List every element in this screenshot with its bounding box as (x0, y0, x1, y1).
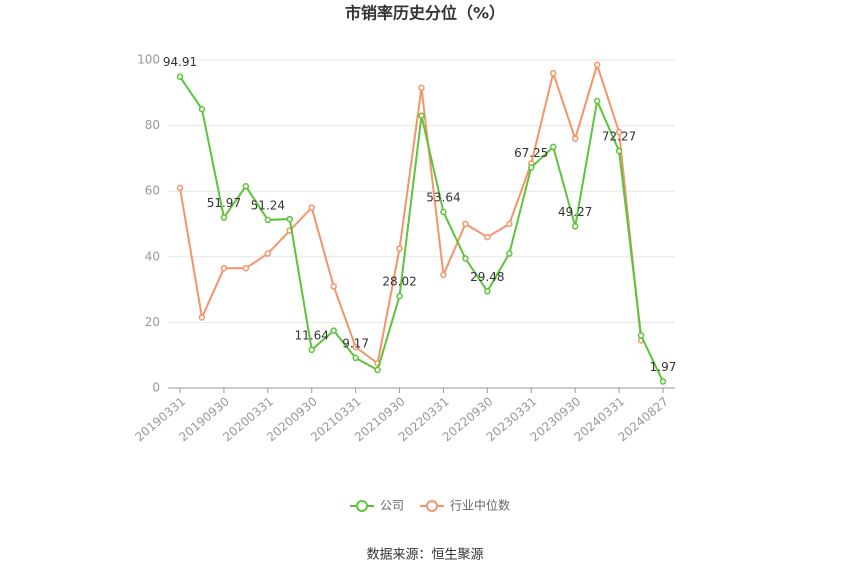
point (264, 250, 272, 257)
point (220, 265, 228, 272)
legend-label: 公司 (380, 499, 404, 513)
point (308, 346, 315, 354)
data-label: 67.25 (514, 146, 548, 160)
y-tick-label: 60 (145, 184, 160, 198)
point (418, 84, 425, 92)
point (374, 366, 381, 374)
point (418, 112, 425, 120)
point (462, 220, 469, 228)
point (330, 283, 337, 290)
point (308, 204, 315, 211)
point (528, 164, 535, 171)
y-tick-label: 100 (137, 53, 160, 67)
point (440, 271, 447, 279)
point (506, 250, 513, 257)
series-line (179, 76, 664, 382)
y-tick-label: 80 (145, 118, 160, 132)
point (176, 184, 184, 192)
y-tick-label: 0 (152, 381, 160, 395)
point (615, 128, 623, 136)
data-label: 51.97 (207, 196, 241, 210)
point (593, 61, 601, 69)
point (484, 288, 491, 295)
legend-marker (426, 500, 438, 512)
point (242, 265, 250, 272)
point (593, 97, 601, 105)
data-label: 94.91 (163, 55, 197, 69)
chart-title: 市销率历史分位（%） (345, 4, 505, 23)
data-label: 51.24 (251, 198, 285, 212)
point (330, 327, 337, 334)
point (484, 233, 491, 241)
point (396, 292, 403, 300)
source: 数据来源：恒生聚源 (366, 548, 483, 563)
point (286, 215, 294, 223)
data-label: 29.48 (470, 270, 504, 284)
data-label: 53.64 (426, 191, 460, 205)
point (220, 214, 228, 221)
data-label: 49.27 (558, 205, 592, 219)
point (637, 332, 645, 339)
point (571, 135, 579, 142)
point (549, 143, 557, 151)
point (242, 183, 250, 190)
legend-marker (356, 500, 368, 512)
y-tick-label: 40 (145, 249, 160, 263)
point (571, 223, 579, 230)
point (264, 216, 272, 224)
point (396, 245, 403, 252)
point (198, 314, 206, 321)
data-label: 28.02 (382, 275, 416, 289)
y-tick-label: 20 (145, 315, 160, 329)
point (615, 147, 623, 155)
series-line (179, 61, 643, 366)
legend-label: 行业中位数 (450, 498, 510, 513)
point (176, 73, 184, 80)
point (549, 69, 557, 77)
point (198, 105, 206, 113)
point (659, 378, 667, 385)
data-label: 11.64 (295, 328, 329, 342)
point (506, 220, 513, 228)
data-label: 1.97 (650, 360, 677, 374)
point (352, 354, 359, 362)
data-label: 9.17 (342, 336, 369, 350)
point (462, 255, 469, 262)
data-label: 72.27 (602, 129, 636, 143)
point (440, 208, 447, 216)
point (352, 343, 359, 351)
